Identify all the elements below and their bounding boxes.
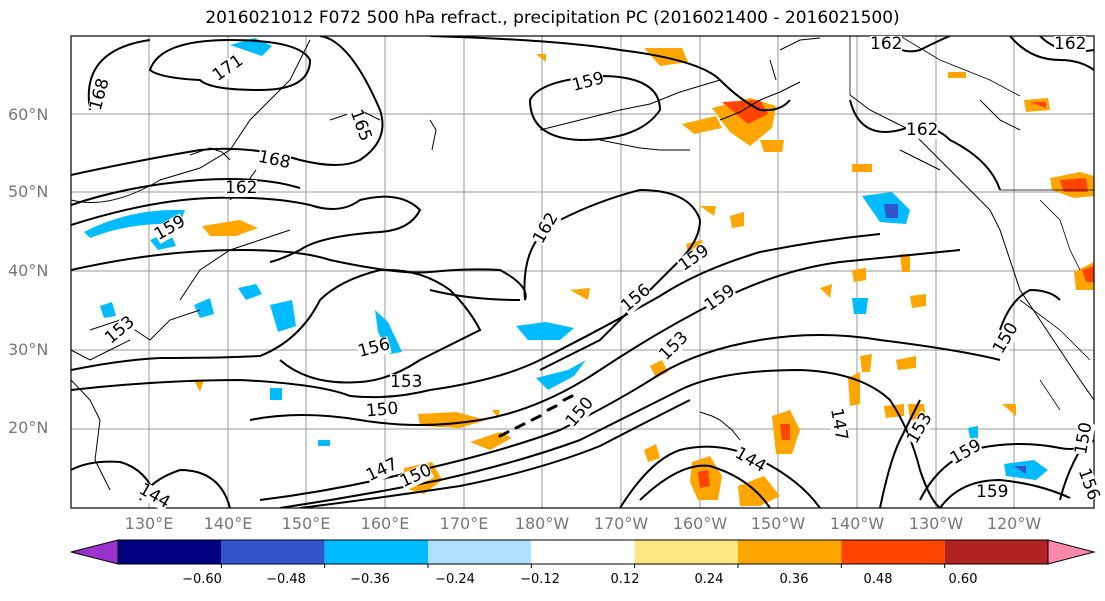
lat-label: 50°N: [8, 182, 49, 201]
map-border: [70, 35, 1095, 509]
lat-label: 40°N: [8, 261, 49, 280]
contour-dashes: [498, 394, 574, 438]
lat-label: 20°N: [8, 418, 49, 437]
colorbar-swatch: [531, 540, 635, 564]
contour-label: 159: [976, 482, 1009, 502]
lon-label: 120°W: [986, 514, 1042, 533]
lon-label: 130°E: [124, 514, 174, 533]
map-title: 2016021012 F072 500 hPa refract., precip…: [205, 8, 900, 28]
colorbar-tick: −0.60: [182, 572, 222, 587]
colorbar-extend-high: [1047, 539, 1096, 565]
colorbar-extend-low: [70, 539, 119, 565]
lon-label: 150°W: [750, 514, 806, 533]
lat-label: 60°N: [8, 105, 49, 124]
colorbar-swatch: [324, 540, 428, 564]
lon-label: 180°W: [514, 514, 570, 533]
lon-label: 170°W: [593, 514, 649, 533]
colorbar-swatch: [738, 540, 842, 564]
colorbar-tick: 0.60: [948, 572, 978, 587]
colorbar-swatch: [221, 540, 325, 564]
precipitation-shading: [84, 38, 1094, 506]
colorbar: [70, 539, 1096, 568]
lon-label: 140°W: [829, 514, 885, 533]
colorbar-swatch: [944, 540, 1048, 564]
colorbar-tick: −0.24: [435, 572, 475, 587]
contour-label: 153: [390, 372, 423, 392]
lon-label: 140°E: [203, 514, 253, 533]
colorbar-swatch: [841, 540, 945, 564]
colorbar-tick: 0.48: [863, 572, 893, 587]
colorbar-outline: [117, 539, 1049, 565]
colorbar-tick: 0.12: [610, 572, 640, 587]
colorbar-tick: −0.36: [350, 572, 390, 587]
contour-label: 162: [225, 178, 258, 198]
borders: [849, 36, 1094, 411]
lon-label: 160°W: [672, 514, 728, 533]
colorbar-swatch: [118, 540, 222, 564]
contour-label: 150: [365, 398, 400, 422]
colorbar-swatch: [634, 540, 738, 564]
lon-label: 170°E: [439, 514, 489, 533]
colorbar-tick: −0.12: [520, 572, 560, 587]
coastlines: [71, 37, 1094, 491]
map-frame: [71, 36, 1094, 508]
colorbar-swatch: [428, 540, 532, 564]
contour-label: 162: [870, 34, 903, 54]
contour-label: 162: [906, 120, 939, 140]
colorbar-tick: −0.48: [266, 572, 306, 587]
colorbar-tick: 0.24: [694, 572, 724, 587]
lon-label: 150°E: [281, 514, 331, 533]
contour-label: 162: [1054, 34, 1087, 54]
colorbar-tick: 0.36: [779, 572, 809, 587]
contour-label: 147: [826, 406, 852, 443]
lat-label: 30°N: [8, 340, 49, 359]
lon-label: 130°W: [908, 514, 964, 533]
lon-label: 160°E: [360, 514, 410, 533]
